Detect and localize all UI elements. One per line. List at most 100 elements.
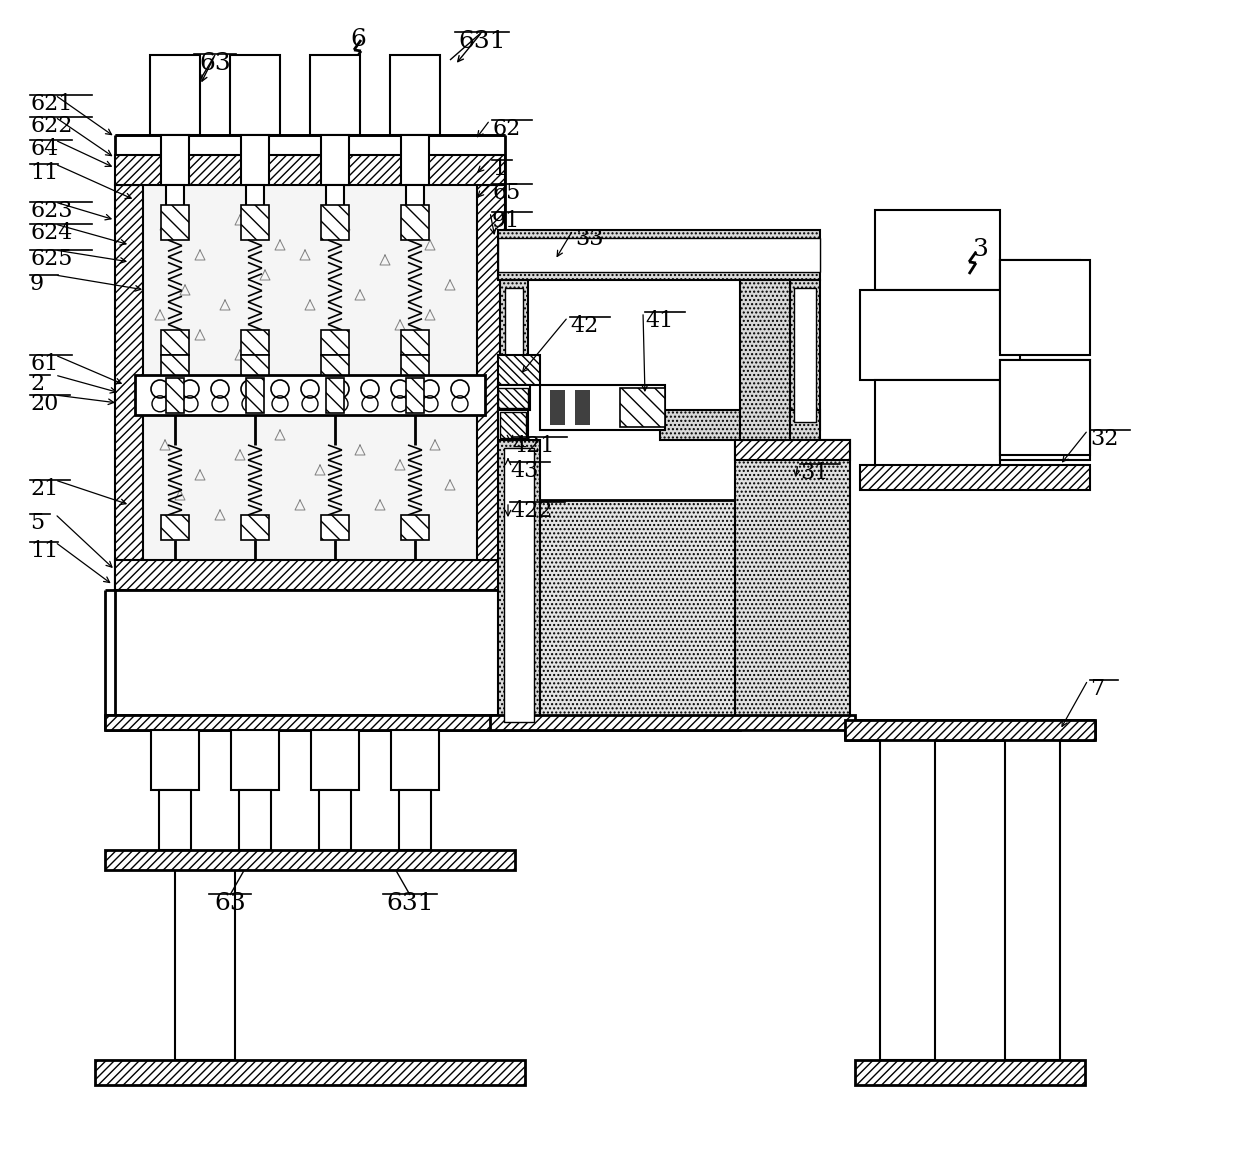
Bar xyxy=(321,516,348,540)
Bar xyxy=(246,378,264,413)
Text: 31: 31 xyxy=(800,462,828,484)
Bar xyxy=(150,55,200,134)
Bar xyxy=(135,375,485,415)
Text: 631: 631 xyxy=(386,892,434,915)
Bar xyxy=(161,330,188,355)
Bar xyxy=(500,411,526,438)
Bar xyxy=(405,185,424,215)
Bar xyxy=(115,185,143,590)
Bar xyxy=(490,715,856,729)
Bar xyxy=(401,134,429,185)
Bar xyxy=(875,380,999,470)
Bar xyxy=(401,330,429,355)
Text: 41: 41 xyxy=(645,310,673,332)
Text: 1: 1 xyxy=(492,158,506,180)
Text: 64: 64 xyxy=(30,138,58,160)
Text: 7: 7 xyxy=(1090,678,1104,700)
Bar xyxy=(391,729,439,790)
Bar xyxy=(311,729,360,790)
Bar xyxy=(310,55,360,134)
Bar xyxy=(246,185,264,215)
Text: 61: 61 xyxy=(30,353,58,375)
Bar xyxy=(115,155,505,185)
Bar xyxy=(498,385,529,410)
Bar xyxy=(875,210,999,290)
Bar xyxy=(326,378,343,413)
Bar xyxy=(794,288,816,422)
Bar xyxy=(498,440,539,729)
Bar xyxy=(539,385,665,430)
Bar xyxy=(241,330,269,355)
Bar xyxy=(105,850,515,870)
Bar xyxy=(321,134,348,185)
Bar xyxy=(735,440,849,729)
Bar xyxy=(319,790,351,850)
Bar xyxy=(401,355,429,375)
Bar xyxy=(143,415,477,560)
Bar xyxy=(503,448,534,722)
Text: 65: 65 xyxy=(492,182,521,205)
Bar xyxy=(161,205,188,240)
Text: 2: 2 xyxy=(30,373,45,395)
Bar xyxy=(856,1060,1085,1085)
Bar xyxy=(399,790,432,850)
Bar xyxy=(844,720,1095,740)
Bar xyxy=(229,55,280,134)
Text: 624: 624 xyxy=(30,222,72,244)
Bar xyxy=(500,500,740,729)
Bar xyxy=(861,465,1090,490)
Text: 33: 33 xyxy=(575,228,604,250)
Bar xyxy=(498,238,820,272)
Bar xyxy=(505,288,523,392)
Bar xyxy=(105,715,515,729)
Bar xyxy=(999,360,1090,459)
Text: 11: 11 xyxy=(30,540,58,562)
Bar xyxy=(241,134,269,185)
Bar xyxy=(115,560,505,590)
Bar xyxy=(500,281,528,400)
Bar xyxy=(999,260,1080,350)
Bar xyxy=(151,729,198,790)
Text: 422: 422 xyxy=(510,500,552,523)
Bar xyxy=(143,185,477,380)
Text: 5: 5 xyxy=(30,512,45,534)
Bar xyxy=(405,378,424,413)
Bar xyxy=(391,55,440,134)
Bar xyxy=(241,205,269,240)
Text: 631: 631 xyxy=(459,30,506,53)
Text: 91: 91 xyxy=(492,210,521,231)
Text: 3: 3 xyxy=(972,238,988,261)
Bar xyxy=(241,516,269,540)
Bar xyxy=(575,390,590,426)
Bar xyxy=(498,355,539,385)
Text: 625: 625 xyxy=(30,248,72,270)
Bar xyxy=(159,790,191,850)
Bar xyxy=(551,390,565,426)
Bar xyxy=(321,205,348,240)
Bar xyxy=(620,388,665,427)
Bar xyxy=(1004,740,1060,1060)
Text: 32: 32 xyxy=(1090,428,1118,450)
Bar xyxy=(321,355,348,375)
Text: 623: 623 xyxy=(30,200,72,222)
Bar xyxy=(166,378,184,413)
Bar xyxy=(740,281,790,440)
Bar xyxy=(95,1060,525,1085)
Text: 63: 63 xyxy=(215,892,246,915)
Text: 9: 9 xyxy=(30,274,45,295)
Text: 63: 63 xyxy=(200,51,231,75)
Bar xyxy=(231,729,279,790)
Bar xyxy=(880,740,935,1060)
Text: 421: 421 xyxy=(512,435,554,457)
Text: 21: 21 xyxy=(30,478,58,500)
Bar xyxy=(498,410,528,440)
Bar xyxy=(735,440,849,459)
Bar xyxy=(239,790,272,850)
Bar xyxy=(241,355,269,375)
Bar xyxy=(161,355,188,375)
Bar xyxy=(401,516,429,540)
Bar xyxy=(498,355,539,385)
Bar xyxy=(326,185,343,215)
Text: 621: 621 xyxy=(30,94,72,115)
Text: 622: 622 xyxy=(30,115,72,137)
